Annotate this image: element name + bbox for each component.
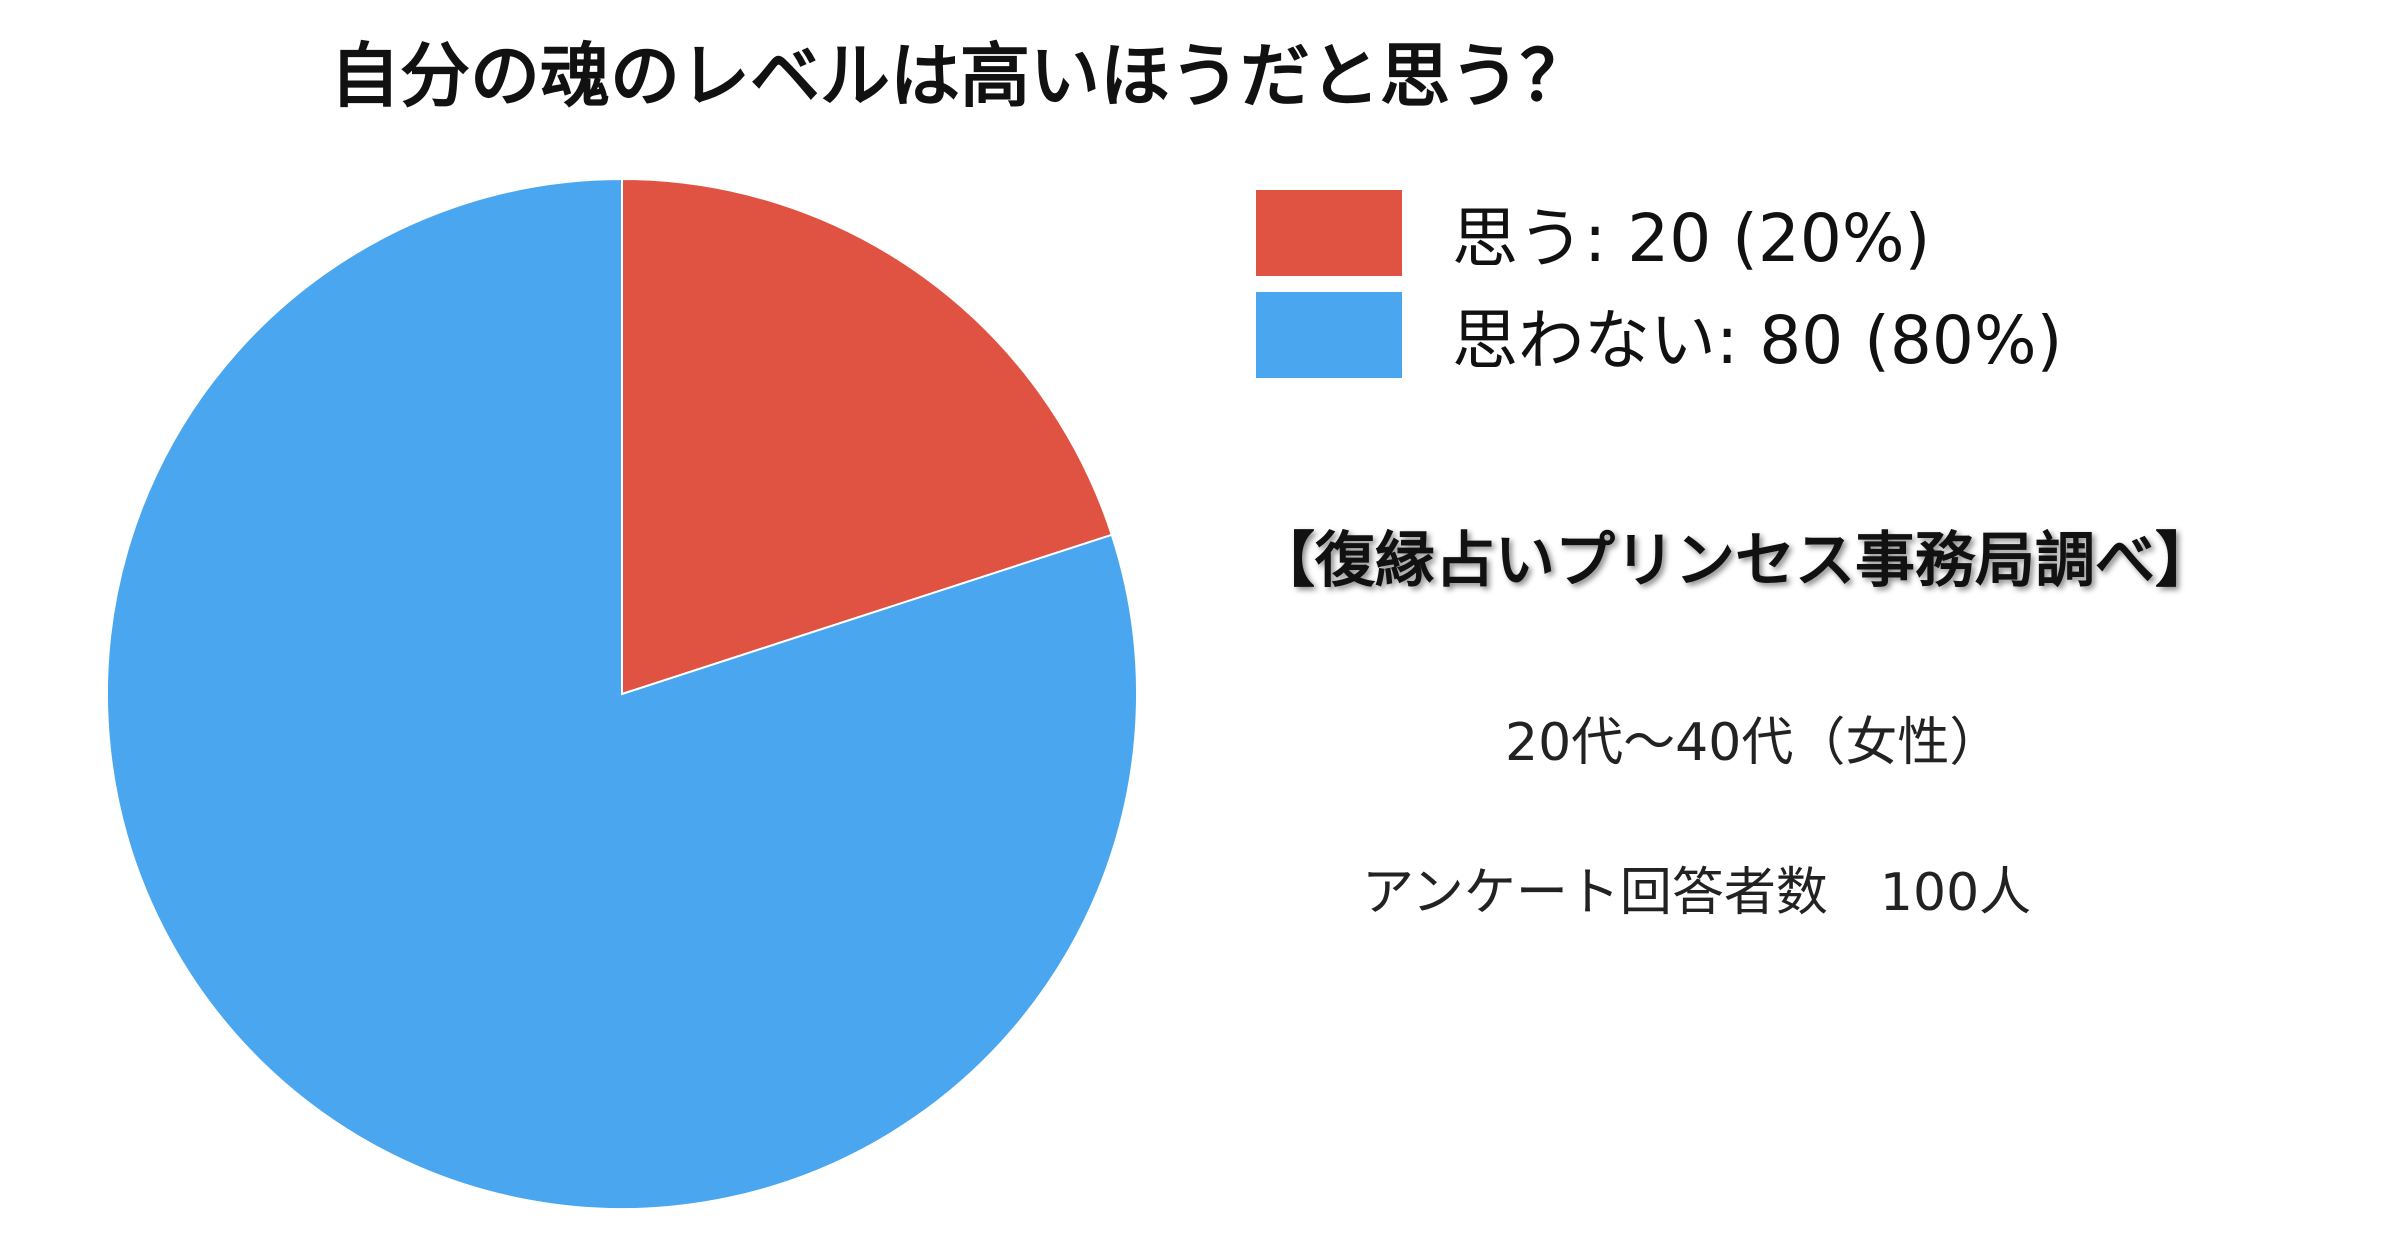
legend-swatch-omowanai <box>1256 292 1402 378</box>
pie-chart <box>106 177 1138 1210</box>
chart-title: 自分の魂のレベルは高いほうだと思う？ <box>330 35 1590 117</box>
legend-label-omou: 思う: 20 (20%) <box>1452 200 1931 277</box>
legend-item-omowanai: 思わない: 80 (80%) <box>1256 287 2062 383</box>
legend-swatch-omou <box>1256 190 1402 276</box>
pie-slice-omou <box>621 177 1114 696</box>
source-note: 【復縁占いプリンセス事務局調べ】 <box>1255 526 2215 596</box>
legend-label-omowanai: 思わない: 80 (80%) <box>1452 302 2063 379</box>
demographic-note: 20代〜40代（女性） <box>1505 713 2002 773</box>
pie-slice-omowanai <box>106 177 1138 1210</box>
respondents-note: アンケート回答者数 100人 <box>1362 863 2032 923</box>
legend-item-omou: 思う: 20 (20%) <box>1256 185 1930 281</box>
